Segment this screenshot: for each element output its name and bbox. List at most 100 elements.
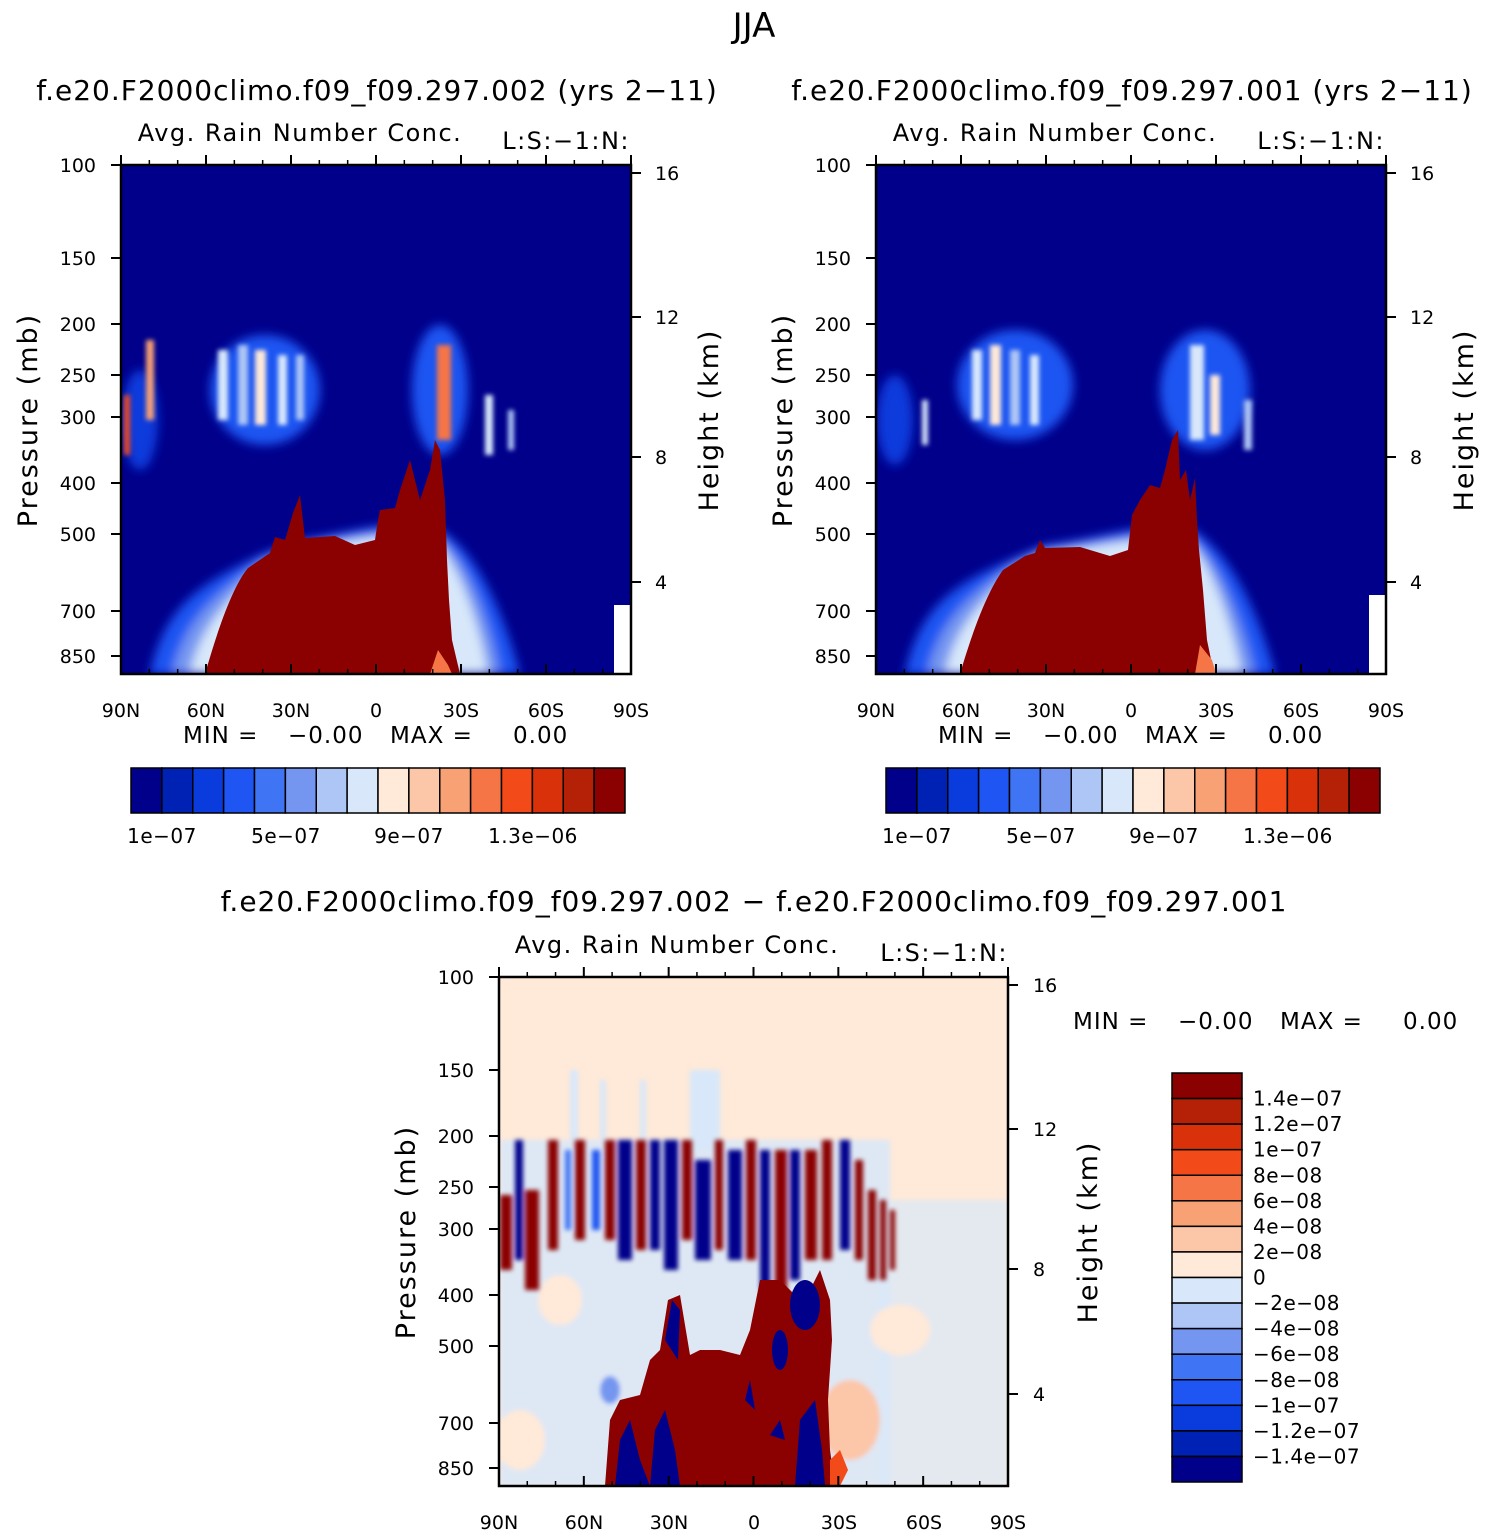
max-label: MAX = xyxy=(1145,723,1228,749)
y-tick-label: 150 xyxy=(438,1060,474,1082)
y-tick-label: 300 xyxy=(815,407,851,429)
x-tick-label: 60S xyxy=(906,1512,942,1534)
x-tick-label: 30S xyxy=(443,700,479,722)
max-value: 0.00 xyxy=(513,723,568,749)
y-tick-label: 500 xyxy=(815,524,851,546)
min-value: −0.00 xyxy=(288,723,363,749)
x-tick-label: 60S xyxy=(1283,700,1319,722)
y-axis: 100 150 200 250 300 400 500 700 850 Pres… xyxy=(768,155,851,668)
y-tick-label: 100 xyxy=(438,967,474,989)
colorbar-swatch xyxy=(1171,1430,1243,1458)
y-tick-label: 300 xyxy=(438,1219,474,1241)
x-tick-label: 30N xyxy=(272,700,310,722)
colorbar-label: 1.2e−07 xyxy=(1253,1112,1343,1136)
min-label: MIN = xyxy=(183,723,258,749)
min-label: MIN = xyxy=(938,723,1013,749)
colorbar-swatch xyxy=(377,767,410,814)
colorbar-swatch xyxy=(1171,1148,1243,1176)
panel-run-title: f.e20.F2000climo.f09_f09.297.002 − f.e20… xyxy=(221,885,1288,918)
colorbar-swatch xyxy=(1101,767,1134,814)
y2-tick-label: 12 xyxy=(1033,1119,1057,1141)
min-max-readout: MIN = −0.00 MAX = 0.00 xyxy=(1073,1009,1457,1035)
panel-run-title: f.e20.F2000climo.f09_f09.297.001 (yrs 2−… xyxy=(791,74,1473,107)
colorbar-swatch xyxy=(1317,767,1350,814)
colorbar xyxy=(130,767,626,814)
tick-marks xyxy=(489,967,1018,1486)
panel-run-title: f.e20.F2000climo.f09_f09.297.002 (yrs 2−… xyxy=(36,74,718,107)
y2-tick-label: 8 xyxy=(655,447,667,469)
colorbar-label: 8e−08 xyxy=(1253,1163,1323,1187)
tick-marks xyxy=(866,155,1396,674)
y2-axis: 16 12 8 4 Height (km) xyxy=(1410,163,1480,594)
colorbar-labels: 1e−07 5e−07 9e−07 1.3e−06 xyxy=(882,824,1332,848)
colorbar-swatch xyxy=(916,767,949,814)
y-tick-label: 250 xyxy=(60,365,96,387)
colorbar-label: 5e−07 xyxy=(251,824,321,848)
x-tick-label: 0 xyxy=(370,700,382,722)
y-tick-label: 250 xyxy=(815,365,851,387)
y2-tick-label: 12 xyxy=(655,307,679,329)
panel-difference: f.e20.F2000climo.f09_f09.297.002 − f.e20… xyxy=(221,885,1458,1534)
colorbar-label: 0 xyxy=(1253,1266,1266,1290)
colorbar-swatch xyxy=(161,767,194,814)
colorbar-swatch xyxy=(1171,1251,1243,1279)
colorbar-swatch xyxy=(1171,1174,1243,1202)
max-value: 0.00 xyxy=(1268,723,1323,749)
colorbar-swatch xyxy=(1132,767,1165,814)
colorbar-label: 9e−07 xyxy=(374,824,444,848)
colorbar-swatch xyxy=(408,767,441,814)
colorbar-label: −1e−07 xyxy=(1253,1393,1340,1417)
y2-tick-label: 4 xyxy=(1033,1384,1045,1406)
colorbar-swatch xyxy=(947,767,980,814)
min-max-readout: MIN = −0.00 MAX = 0.00 xyxy=(183,723,568,749)
colorbar-label: 9e−07 xyxy=(1129,824,1199,848)
colorbar-labels: 1e−07 5e−07 9e−07 1.3e−06 xyxy=(127,824,578,848)
y-tick-label: 850 xyxy=(815,646,851,668)
colorbar-label: 1.4e−07 xyxy=(1253,1087,1343,1111)
colorbar-label: −6e−08 xyxy=(1253,1342,1340,1366)
y-tick-label: 700 xyxy=(815,601,851,623)
y2-axis-title: Height (km) xyxy=(1449,329,1480,512)
x-axis: 90N 60N 30N 0 30S 60S 90S xyxy=(480,1512,1026,1534)
colorbar-swatch xyxy=(531,767,564,814)
y-tick-label: 200 xyxy=(60,314,96,336)
panel-variable-title: Avg. Rain Number Conc. xyxy=(138,119,463,147)
colorbar-swatch xyxy=(1171,1225,1243,1253)
y-axis-title: Pressure (mb) xyxy=(391,1125,422,1339)
colorbar-swatch xyxy=(192,767,225,814)
y-tick-label: 700 xyxy=(60,601,96,623)
x-tick-label: 30S xyxy=(821,1512,857,1534)
y-tick-label: 850 xyxy=(438,1458,474,1480)
max-label: MAX = xyxy=(390,723,473,749)
colorbar xyxy=(885,767,1381,814)
y2-tick-label: 8 xyxy=(1033,1259,1045,1281)
x-tick-label: 60N xyxy=(565,1512,603,1534)
colorbar-swatch xyxy=(593,767,626,814)
heatmap-field xyxy=(499,977,1008,1486)
x-tick-label: 60N xyxy=(187,700,225,722)
colorbar-swatch xyxy=(1255,767,1289,814)
x-tick-label: 30N xyxy=(1027,700,1065,722)
y-tick-label: 200 xyxy=(815,314,851,336)
x-tick-label: 90N xyxy=(480,1512,518,1534)
y2-tick-label: 4 xyxy=(655,572,667,594)
panel-corner-label: L:S:−1:N: xyxy=(502,127,630,155)
colorbar-swatch xyxy=(1171,1072,1243,1100)
colorbar-swatch xyxy=(284,767,317,814)
y-axis: 100 150 200 250 300 400 500 700 850 Pres… xyxy=(13,155,96,668)
colorbar-swatch xyxy=(1171,1455,1243,1483)
y-tick-label: 400 xyxy=(815,473,851,495)
colorbar xyxy=(1171,1072,1243,1483)
colorbar-label: 1.3e−06 xyxy=(488,824,578,848)
colorbar-swatch xyxy=(346,767,379,814)
colorbar-labels: 1.4e−071.2e−071e−078e−086e−084e−082e−080… xyxy=(1253,1087,1360,1469)
colorbar-swatch xyxy=(1171,1353,1243,1381)
y-tick-label: 150 xyxy=(815,248,851,270)
panel-run-002: f.e20.F2000climo.f09_f09.297.002 (yrs 2−… xyxy=(13,74,725,848)
panel-corner-label: L:S:−1:N: xyxy=(1257,127,1385,155)
colorbar-swatch xyxy=(1171,1404,1243,1432)
panel-corner-label: L:S:−1:N: xyxy=(880,939,1008,967)
colorbar-swatch xyxy=(885,767,918,814)
y2-tick-label: 12 xyxy=(1410,307,1434,329)
